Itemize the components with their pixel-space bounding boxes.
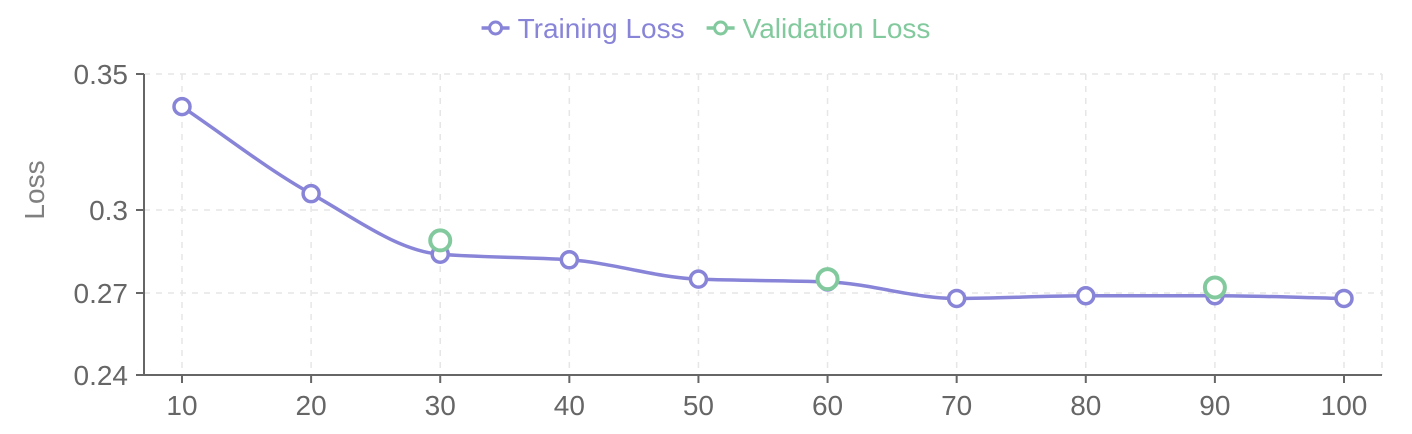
- legend-marker-icon: [713, 20, 729, 36]
- series-training-loss: [172, 96, 1354, 309]
- series: [172, 96, 1354, 309]
- legend-label: Training Loss: [518, 13, 685, 44]
- legend-marker-icon: [488, 20, 504, 36]
- y-axis-title: Loss: [19, 160, 50, 219]
- x-tick-label: 100: [1321, 390, 1368, 421]
- x-tick-label: 10: [166, 390, 197, 421]
- axes: [143, 74, 1382, 376]
- x-tick-label: 60: [812, 390, 843, 421]
- x-tick-label: 40: [554, 390, 585, 421]
- y-axis-ticks: 0.24 0.27 0.3 0.35: [74, 59, 144, 391]
- series-line: [181, 105, 1345, 301]
- data-point[interactable]: [1334, 288, 1354, 309]
- data-point[interactable]: [559, 250, 580, 270]
- x-tick-label: 90: [1199, 390, 1230, 421]
- legend-item-validation-loss[interactable]: Validation Loss: [706, 13, 931, 44]
- data-point[interactable]: [1202, 275, 1227, 300]
- legend-item-training-loss[interactable]: Training Loss: [481, 13, 685, 44]
- y-tick-label: 0.24: [74, 360, 129, 391]
- y-tick-label: 0.35: [74, 59, 129, 90]
- data-point[interactable]: [172, 96, 192, 117]
- x-tick-label: 70: [941, 390, 972, 421]
- legend-label: Validation Loss: [743, 13, 931, 44]
- y-tick-label: 0.27: [74, 278, 129, 309]
- data-point[interactable]: [946, 288, 967, 309]
- legend: Training Loss Validation Loss: [481, 13, 931, 44]
- data-point[interactable]: [815, 267, 840, 292]
- x-tick-label: 20: [296, 390, 327, 421]
- data-point[interactable]: [428, 228, 453, 253]
- series-validation-loss: [428, 228, 1227, 300]
- x-tick-label: 30: [425, 390, 456, 421]
- x-axis-ticks: 10 20 30 40 50 60 70 80 90 100: [166, 375, 1367, 421]
- x-tick-label: 50: [683, 390, 714, 421]
- data-point[interactable]: [301, 183, 321, 204]
- y-tick-label: 0.3: [89, 195, 128, 226]
- x-tick-label: 80: [1070, 390, 1101, 421]
- data-point[interactable]: [688, 269, 709, 289]
- grid: [144, 73, 1383, 375]
- data-point[interactable]: [1076, 285, 1096, 306]
